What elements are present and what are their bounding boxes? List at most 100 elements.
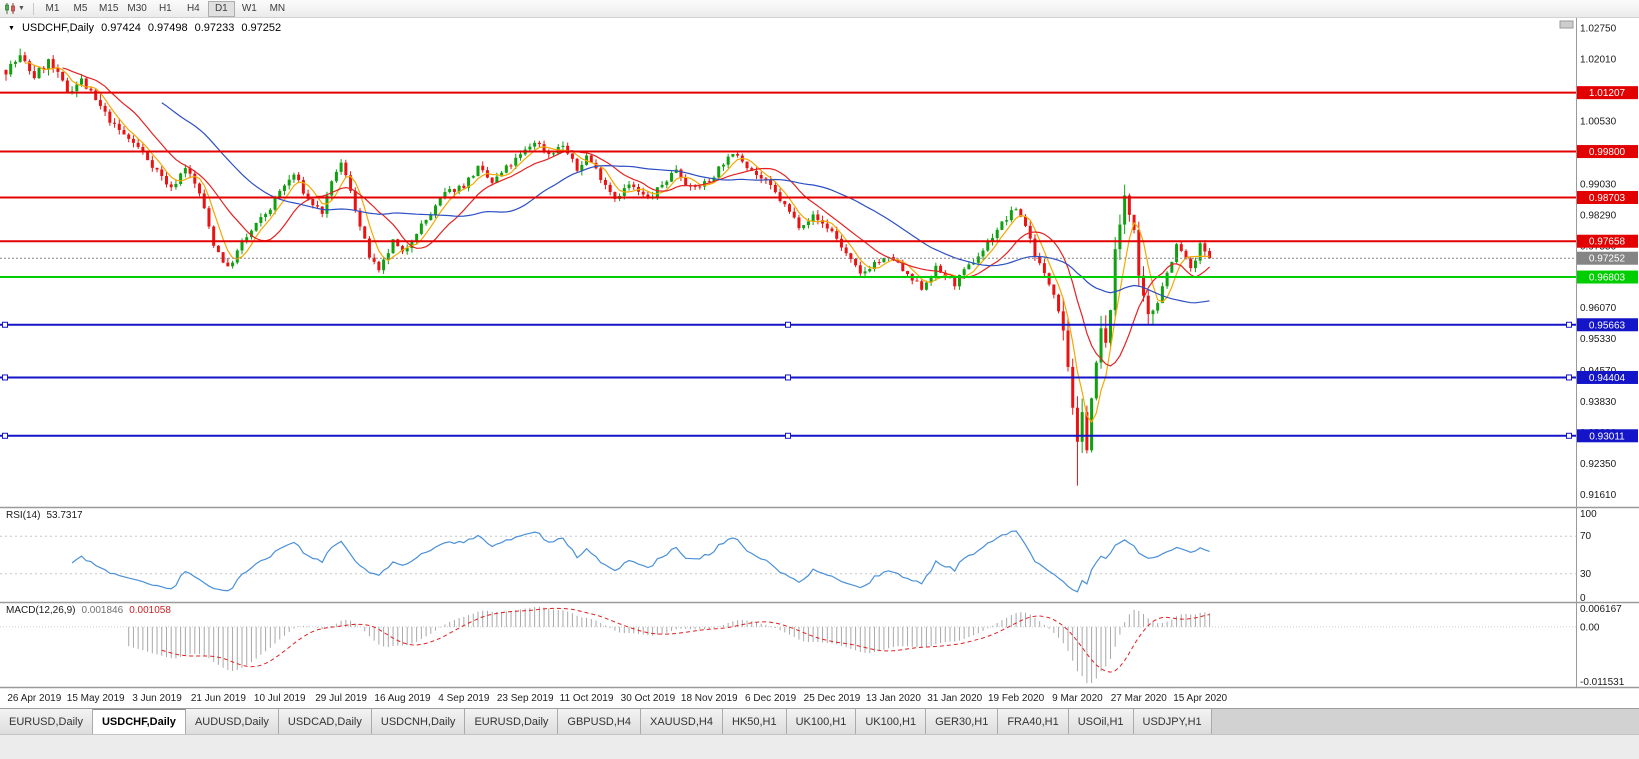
line-handle[interactable] — [785, 374, 791, 381]
ma-line-13 — [62, 67, 1211, 367]
chart-tab-label: GER30,H1 — [935, 715, 989, 728]
chart-tab-label: USOil,H1 — [1077, 715, 1124, 728]
svg-text:0.98290: 0.98290 — [1580, 210, 1617, 221]
chart-tab-usdcad-daily[interactable]: USDCAD,Daily — [278, 709, 372, 734]
svg-text:27 Mar 2020: 27 Mar 2020 — [1111, 693, 1168, 704]
line-handle[interactable] — [2, 374, 8, 381]
svg-text:1.02010: 1.02010 — [1580, 55, 1617, 66]
svg-text:0.97252: 0.97252 — [1589, 254, 1626, 265]
chart-tab-label: HK50,H1 — [731, 715, 777, 728]
timeframe-button-w1[interactable]: W1 — [236, 1, 263, 17]
svg-text:0.92350: 0.92350 — [1580, 459, 1617, 470]
timeframe-button-m5[interactable]: M5 — [67, 1, 94, 17]
svg-text:10 Jul 2019: 10 Jul 2019 — [254, 693, 306, 704]
chart-tab-uk100-h1[interactable]: UK100,H1 — [786, 709, 857, 734]
svg-text:18 Nov 2019: 18 Nov 2019 — [681, 693, 738, 704]
svg-text:0.91610: 0.91610 — [1580, 490, 1617, 501]
expand-triangle-icon[interactable]: ▼ — [8, 24, 15, 32]
chart-tab-label: FRA40,H1 — [1007, 715, 1059, 728]
svg-text:15 Apr 2020: 15 Apr 2020 — [1173, 693, 1227, 704]
svg-text:21 Jun 2019: 21 Jun 2019 — [191, 693, 246, 704]
chart-tab-eurusd-daily[interactable]: EURUSD,Daily — [465, 709, 559, 734]
chart-tab-label: EURUSD,Daily — [9, 715, 83, 728]
chart-scroll-marker[interactable] — [1559, 20, 1574, 29]
svg-text:31 Jan 2020: 31 Jan 2020 — [927, 693, 982, 704]
chart-tab-hk50-h1[interactable]: HK50,H1 — [722, 709, 787, 734]
svg-text:0.98703: 0.98703 — [1589, 193, 1626, 204]
ma-line-5 — [24, 62, 1210, 424]
svg-text:0: 0 — [1580, 593, 1586, 604]
chart-region[interactable]: 1.027501.020101.012701.005300.997900.990… — [0, 18, 1639, 708]
svg-text:70: 70 — [1580, 531, 1592, 542]
chart-svg[interactable]: 1.027501.020101.012701.005300.997900.990… — [0, 18, 1639, 708]
svg-text:0.00: 0.00 — [1580, 622, 1600, 633]
chart-tab-xauusd-h4[interactable]: XAUUSD,H4 — [640, 709, 723, 734]
chart-tab-usdjpy-h1[interactable]: USDJPY,H1 — [1133, 709, 1212, 734]
svg-text:26 Apr 2019: 26 Apr 2019 — [7, 693, 61, 704]
chart-tab-fra40-h1[interactable]: FRA40,H1 — [998, 709, 1069, 734]
chart-tab-usoil-h1[interactable]: USOil,H1 — [1068, 709, 1134, 734]
svg-text:13 Jan 2020: 13 Jan 2020 — [866, 693, 921, 704]
chart-tab-bar: EURUSD,Daily USDCHF,Daily AUDUSD,Daily USDC… — [0, 708, 1639, 734]
timeframe-button-mn[interactable]: MN — [264, 1, 291, 17]
chart-tab-label: GBPUSD,H4 — [567, 715, 631, 728]
svg-text:0.95663: 0.95663 — [1589, 320, 1626, 331]
svg-text:16 Aug 2019: 16 Aug 2019 — [374, 693, 431, 704]
svg-text:30: 30 — [1580, 569, 1592, 580]
timeframe-button-h1[interactable]: H1 — [152, 1, 179, 17]
timeframe-button-m15[interactable]: M15 — [95, 1, 122, 17]
macd-signal-line — [161, 607, 1210, 673]
timeframe-toolbar: ▼ M1 M5 M15 M30 H1 H4 D1 W1 MN — [0, 0, 1639, 18]
timeframe-button-m30[interactable]: M30 — [123, 1, 150, 17]
svg-text:1.01207: 1.01207 — [1589, 88, 1626, 99]
line-handle[interactable] — [1566, 374, 1572, 381]
svg-text:0.96070: 0.96070 — [1580, 303, 1617, 314]
svg-text:100: 100 — [1580, 509, 1597, 520]
line-handle[interactable] — [785, 432, 791, 439]
candlestick-chart-icon[interactable] — [3, 2, 17, 15]
rsi-line — [71, 530, 1210, 593]
svg-text:23 Sep 2019: 23 Sep 2019 — [497, 693, 554, 704]
line-handle[interactable] — [1566, 432, 1572, 439]
chart-tab-label: XAUUSD,H4 — [649, 715, 713, 728]
timeframe-button-h4[interactable]: H4 — [180, 1, 207, 17]
line-handle[interactable] — [1566, 321, 1572, 328]
svg-text:0.96803: 0.96803 — [1589, 273, 1626, 284]
chart-tab-label: UK100,H1 — [865, 715, 917, 728]
line-handle[interactable] — [785, 321, 791, 328]
svg-text:0.94404: 0.94404 — [1589, 373, 1626, 384]
svg-text:25 Dec 2019: 25 Dec 2019 — [804, 693, 861, 704]
toolbar-separator — [32, 2, 34, 15]
chart-tab-usdchf-daily[interactable]: USDCHF,Daily — [92, 709, 186, 734]
svg-text:3 Jun 2019: 3 Jun 2019 — [132, 693, 182, 704]
svg-text:1.02750: 1.02750 — [1580, 24, 1617, 35]
svg-text:0.95330: 0.95330 — [1580, 334, 1617, 345]
svg-text:1.00530: 1.00530 — [1580, 116, 1617, 127]
chart-tab-audusd-daily[interactable]: AUDUSD,Daily — [185, 709, 279, 734]
time-axis: 26 Apr 2019 15 May 2019 3 Jun 2019 21 Jun 2… — [7, 693, 1227, 704]
chart-tools: ▼ — [3, 2, 28, 15]
chart-tab-gbpusd-h4[interactable]: GBPUSD,H4 — [558, 709, 641, 734]
timeframe-button-m1[interactable]: M1 — [39, 1, 66, 17]
chevron-down-icon[interactable]: ▼ — [18, 5, 25, 12]
svg-text:29 Jul 2019: 29 Jul 2019 — [315, 693, 367, 704]
svg-text:30 Oct 2019: 30 Oct 2019 — [621, 693, 676, 704]
svg-text:11 Oct 2019: 11 Oct 2019 — [560, 693, 614, 704]
svg-text:0.93011: 0.93011 — [1589, 431, 1625, 442]
chart-tab-label: USDJPY,H1 — [1142, 715, 1202, 728]
svg-text:9 Mar 2020: 9 Mar 2020 — [1052, 693, 1103, 704]
chart-tab-label: EURUSD,Daily — [474, 715, 549, 728]
svg-text:4 Sep 2019: 4 Sep 2019 — [438, 693, 490, 704]
chart-tab-label: AUDUSD,Daily — [194, 715, 269, 728]
chart-tab-ger30-h1[interactable]: GER30,H1 — [926, 709, 999, 734]
chart-tab-uk100-h1[interactable]: UK100,H1 — [856, 709, 927, 734]
ma-line-34 — [161, 102, 1210, 304]
line-handle[interactable] — [2, 432, 8, 439]
chart-tab-eurusd-daily[interactable]: EURUSD,Daily — [0, 709, 93, 734]
svg-text:6 Dec 2019: 6 Dec 2019 — [745, 693, 797, 704]
status-bar — [0, 734, 1639, 759]
line-handle[interactable] — [2, 321, 8, 328]
timeframe-button-d1[interactable]: D1 — [207, 0, 235, 17]
chart-tab-usdcnh-daily[interactable]: USDCNH,Daily — [371, 709, 466, 734]
